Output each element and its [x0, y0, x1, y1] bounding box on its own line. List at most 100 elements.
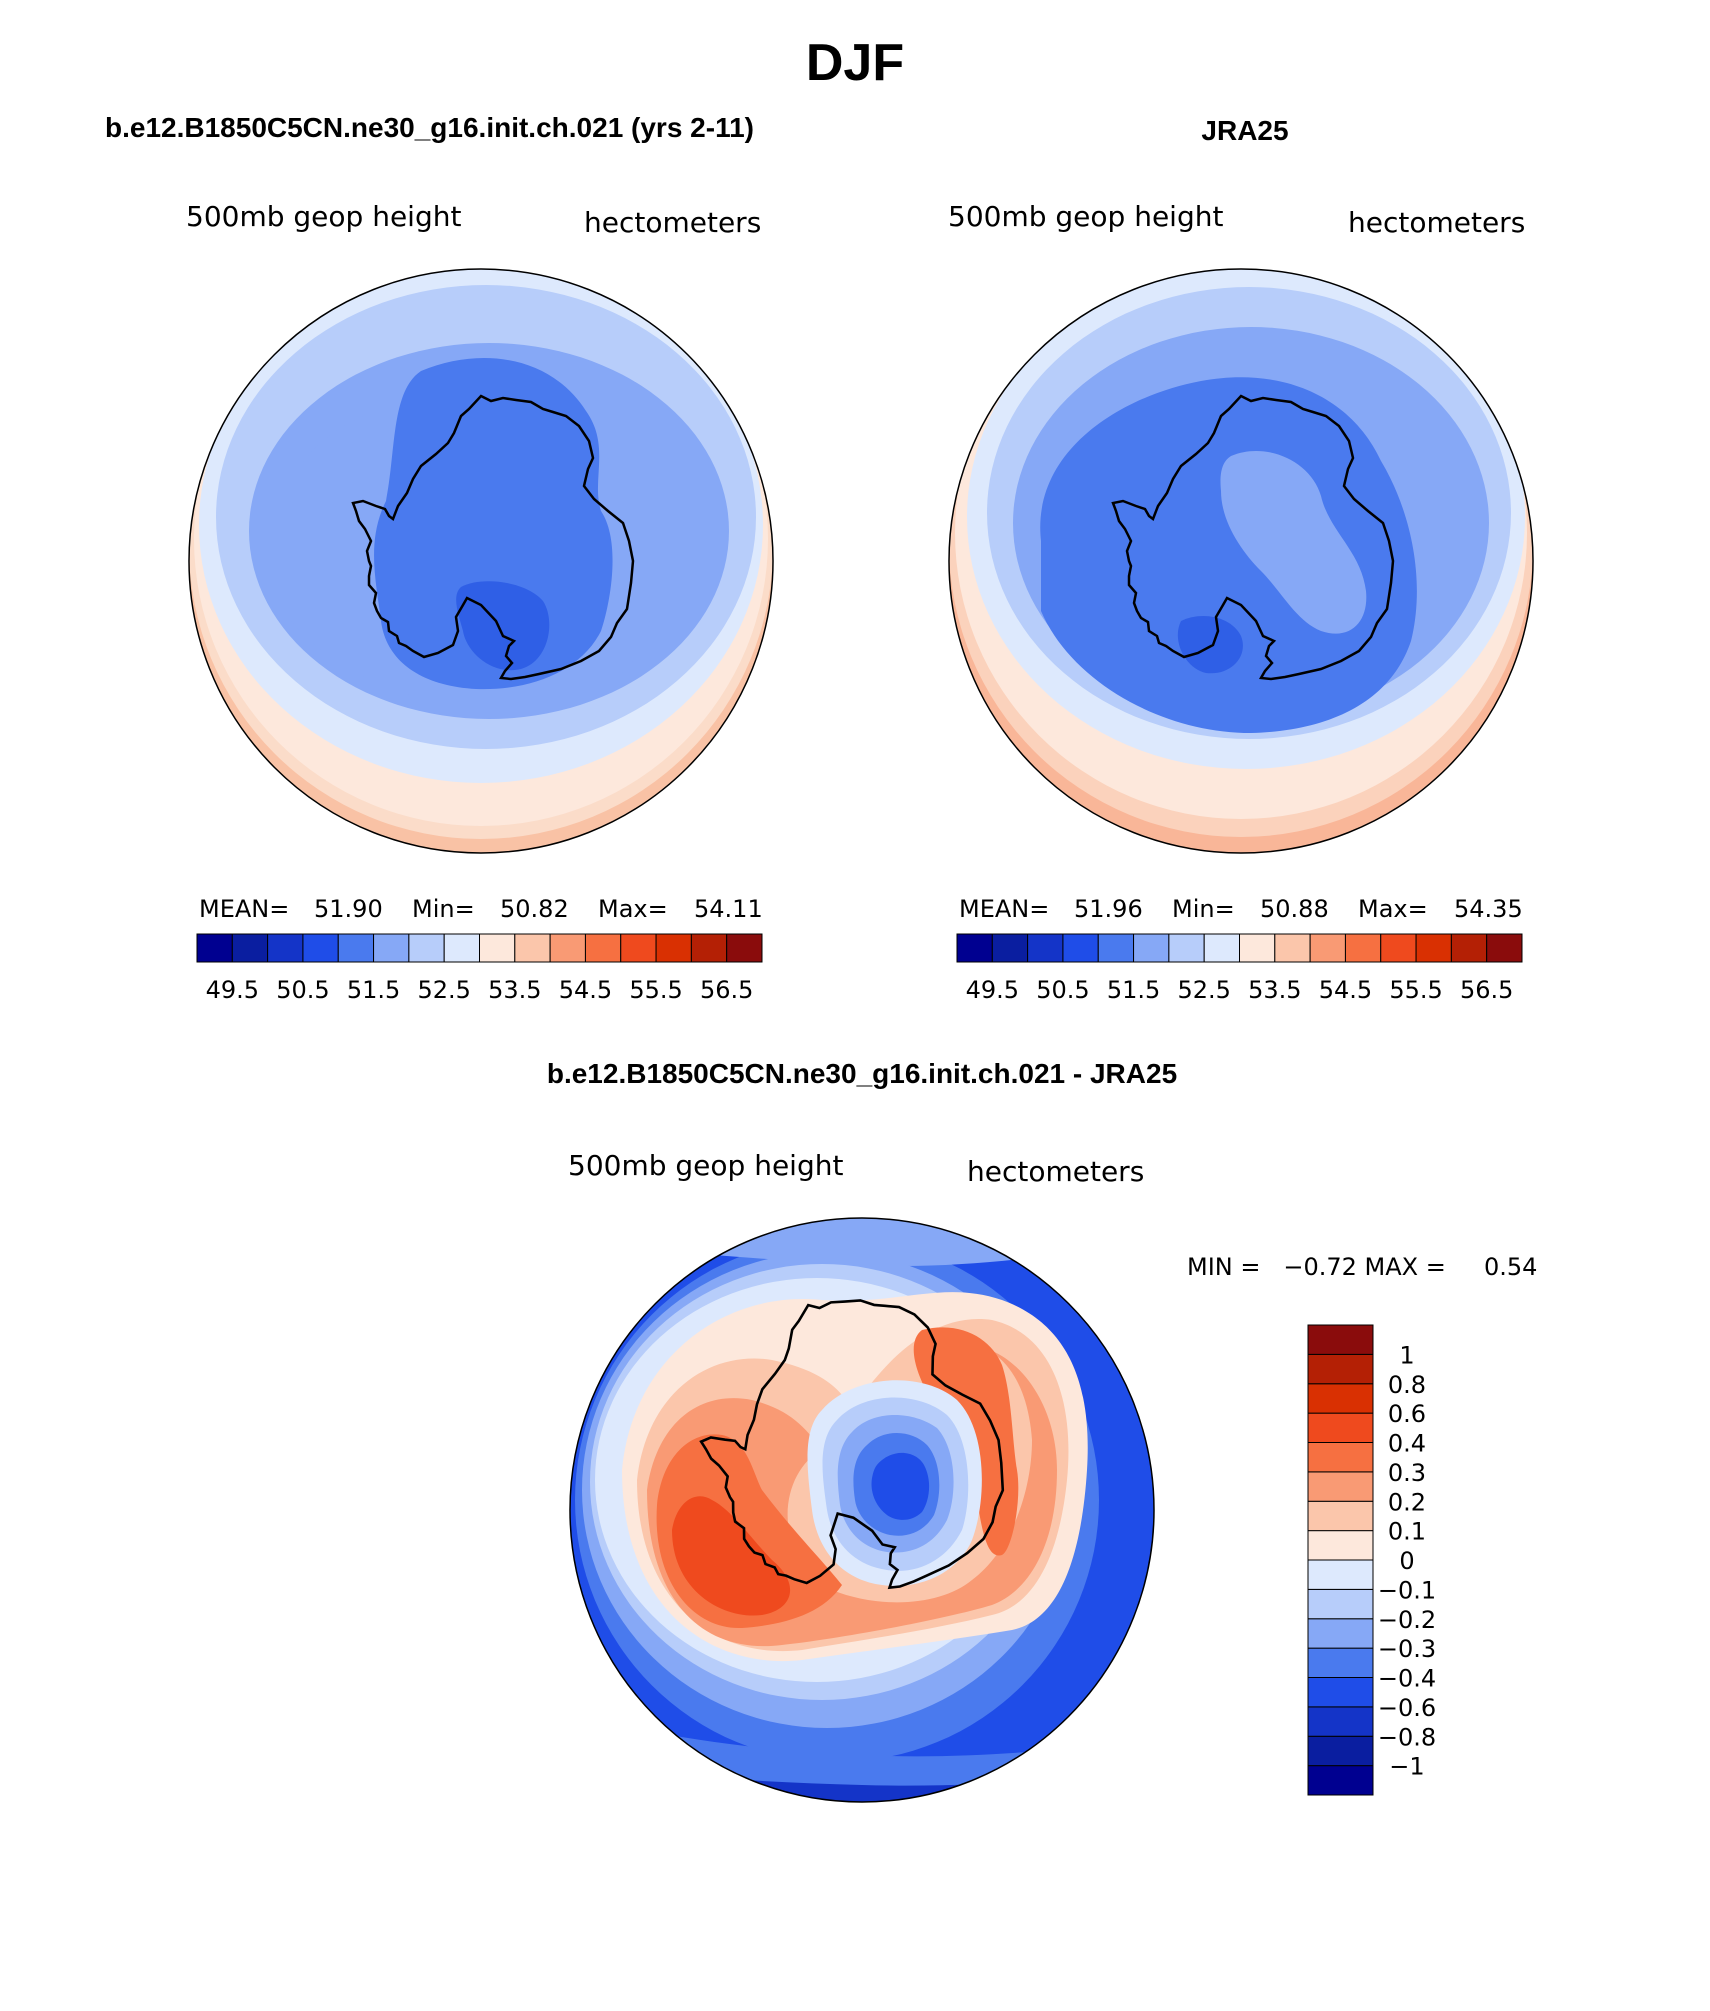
panel-obs-left-label: 500mb geop height	[948, 200, 1223, 233]
panel-obs-colorbar: 49.5 50.5 51.5 52.5 53.5 54.5 55.5 56.5	[956, 933, 1523, 1004]
colorbar-tick-label: 56.5	[700, 976, 753, 1004]
colorbar-box	[1307, 1588, 1374, 1620]
colorbar-tick-label: 50.5	[276, 976, 329, 1004]
colorbar-box	[1307, 1735, 1374, 1767]
colorbar-box	[479, 933, 516, 963]
page-title: DJF	[806, 34, 904, 92]
colorbar-box	[1062, 933, 1099, 963]
colorbar-tick-label: −0.1	[1378, 1576, 1436, 1604]
colorbar-tick-label: 0.3	[1388, 1459, 1426, 1487]
colorbar-tick-label: 52.5	[1177, 976, 1230, 1004]
colorbar-box	[1307, 1677, 1374, 1708]
min-value: 50.88	[1260, 895, 1329, 923]
min-value: 50.82	[500, 895, 569, 923]
colorbar-tick-label: 55.5	[1389, 976, 1442, 1004]
mean-label: MEAN=	[959, 895, 1049, 923]
panel-model-map	[188, 268, 774, 854]
colorbar-box	[1307, 1765, 1374, 1796]
colorbar-tick-label: 53.5	[488, 976, 541, 1004]
colorbar-box	[1307, 1706, 1374, 1737]
colorbar-tick-label: 55.5	[629, 976, 682, 1004]
colorbar-box	[1133, 933, 1170, 963]
panel-diff-colorbar: 10.80.60.40.30.20.10−0.1−0.2−0.3−0.4−0.6…	[1307, 1324, 1436, 1796]
colorbar-box	[1097, 933, 1135, 963]
panel-model-right-label: hectometers	[584, 206, 761, 239]
panel-diff-minmax: MIN = −0.72 MAX = 0.54	[1187, 1253, 1537, 1281]
panel-model-stats: MEAN= 51.90 Min= 50.82 Max= 54.11	[199, 895, 763, 923]
colorbar-box	[1415, 933, 1452, 963]
colorbar-box	[1307, 1353, 1374, 1385]
colorbar-tick-label: 0.4	[1388, 1430, 1426, 1458]
colorbar-box	[726, 933, 763, 963]
colorbar-tick-label: 54.5	[559, 976, 612, 1004]
colorbar-tick-label: 50.5	[1036, 976, 1089, 1004]
panel-obs-right-label: hectometers	[1348, 206, 1525, 239]
colorbar-box	[443, 933, 480, 963]
panel-diff: b.e12.B1850C5CN.ne30_g16.init.ch.021 - J…	[547, 1058, 1537, 1803]
colorbar-tick-label: −0.8	[1378, 1723, 1436, 1751]
mean-value: 51.90	[314, 895, 383, 923]
panel-model-colorbar: 49.5 50.5 51.5 52.5 53.5 54.5 55.5 56.5	[196, 933, 763, 1004]
colorbar-tick-label: 51.5	[1107, 976, 1160, 1004]
colorbar-box	[1486, 933, 1523, 963]
colorbar-box	[1307, 1500, 1374, 1532]
colorbar-box	[267, 933, 304, 963]
colorbar-tick-label: 51.5	[347, 976, 400, 1004]
colorbar-tick-label: 53.5	[1248, 976, 1301, 1004]
colorbar-box	[1027, 933, 1064, 963]
colorbar-box	[1307, 1412, 1374, 1443]
colorbar-box	[1203, 933, 1240, 963]
colorbar-box	[991, 933, 1029, 963]
panel-diff-map	[569, 1217, 1155, 1803]
colorbar-tick-label: 0.2	[1388, 1488, 1426, 1516]
colorbar-tick-label: −0.4	[1378, 1665, 1436, 1693]
panel-obs-map	[948, 268, 1534, 854]
colorbar-tick-label: 0	[1399, 1547, 1414, 1575]
colorbar-box	[1307, 1618, 1374, 1649]
colorbar-box	[373, 933, 410, 963]
mean-value: 51.96	[1074, 895, 1143, 923]
colorbar-box	[1307, 1647, 1374, 1678]
colorbar-box	[620, 933, 657, 963]
panel-diff-left-label: 500mb geop height	[568, 1149, 843, 1182]
colorbar-tick-label: 49.5	[966, 976, 1019, 1004]
colorbar-box	[1309, 933, 1346, 963]
panel-obs-title: JRA25	[1201, 115, 1288, 146]
colorbar-tick-label: −0.2	[1378, 1606, 1436, 1634]
colorbar-box	[514, 933, 551, 963]
colorbar-box	[1450, 933, 1488, 963]
colorbar-box	[1239, 933, 1276, 963]
max-value: 54.35	[1454, 895, 1523, 923]
panel-obs-stats: MEAN= 51.96 Min= 50.88 Max= 54.35	[959, 895, 1523, 923]
panel-model-title: b.e12.B1850C5CN.ne30_g16.init.ch.021 (yr…	[105, 112, 754, 143]
min-label: Min=	[1172, 895, 1235, 923]
colorbar-box	[196, 933, 233, 963]
colorbar-box	[956, 933, 993, 963]
colorbar-tick-label: 0.1	[1388, 1518, 1426, 1546]
panel-diff-right-label: hectometers	[967, 1155, 1144, 1188]
colorbar-tick-label: −0.6	[1378, 1694, 1436, 1722]
colorbar-box	[1307, 1442, 1374, 1473]
colorbar-box	[337, 933, 375, 963]
max-label: Max=	[598, 895, 668, 923]
colorbar-box	[1307, 1471, 1374, 1502]
colorbar-box	[1168, 933, 1205, 963]
colorbar-box	[655, 933, 692, 963]
colorbar-box	[1307, 1530, 1374, 1561]
colorbar-box	[690, 933, 728, 963]
colorbar-tick-label: −0.3	[1378, 1635, 1436, 1663]
colorbar-box	[1380, 933, 1417, 963]
colorbar-box	[302, 933, 339, 963]
colorbar-tick-label: 49.5	[206, 976, 259, 1004]
colorbar-box	[1307, 1559, 1374, 1590]
panel-model: b.e12.B1850C5CN.ne30_g16.init.ch.021 (yr…	[105, 112, 774, 1004]
panel-model-left-label: 500mb geop height	[186, 200, 461, 233]
max-label: Max=	[1358, 895, 1428, 923]
colorbar-tick-label: 52.5	[417, 976, 470, 1004]
colorbar-box	[1307, 1324, 1374, 1355]
colorbar-tick-label: 56.5	[1460, 976, 1513, 1004]
colorbar-box	[408, 933, 445, 963]
panel-obs: JRA25 500mb geop height hectometers MEAN…	[948, 115, 1534, 1004]
colorbar-box	[584, 933, 622, 963]
